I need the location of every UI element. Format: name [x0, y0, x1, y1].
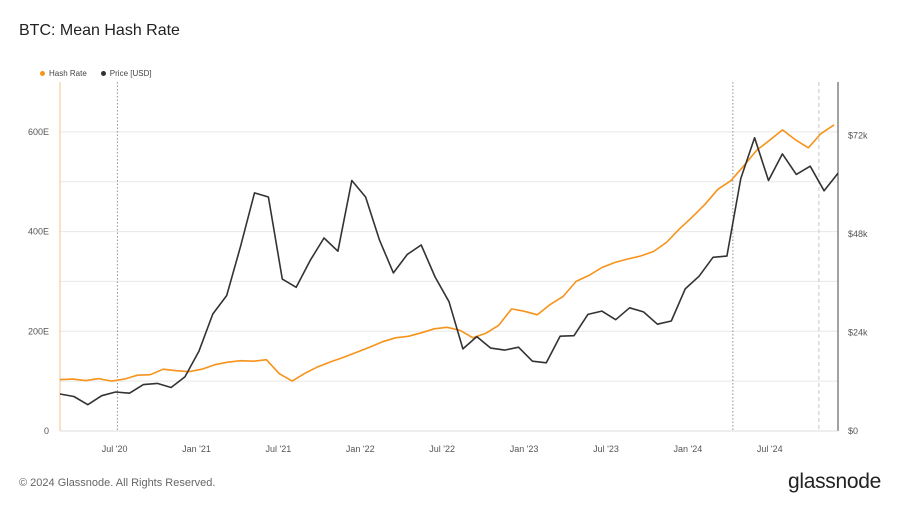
legend-item-hash-rate[interactable]: Hash Rate: [40, 69, 87, 78]
y-right-tick-label: $0: [848, 426, 858, 436]
x-tick-label: Jan '21: [182, 444, 211, 454]
legend-item-price[interactable]: Price [USD]: [100, 69, 152, 78]
x-tick-label: Jul '22: [429, 444, 455, 454]
chart-title: BTC: Mean Hash Rate: [19, 22, 180, 39]
x-tick-label: Jan '23: [510, 444, 539, 454]
x-tick-label: Jul '23: [593, 444, 619, 454]
y-right-tick-label: $48k: [848, 229, 868, 239]
y-left-tick-label: 0: [44, 426, 49, 436]
x-tick-label: Jul '24: [757, 444, 783, 454]
legend: Hash Rate Price [USD]: [40, 69, 152, 78]
glassnode-logo[interactable]: glassnode: [787, 470, 881, 493]
y-left-tick-label: 600E: [28, 127, 49, 137]
y-right-tick-label: $24k: [848, 327, 868, 337]
legend-price-marker: [100, 71, 106, 76]
x-tick-label: Jul '20: [102, 444, 128, 454]
x-tick-label: Jan '24: [673, 444, 702, 454]
legend-price-label: Price [USD]: [109, 69, 152, 78]
legend-hash-rate-marker: [40, 71, 45, 76]
x-tick-label: Jul '21: [266, 444, 292, 454]
legend-hash-rate-label: Hash Rate: [49, 69, 87, 78]
y-right-tick-label: $72k: [848, 130, 868, 140]
x-tick-label: Jan '22: [346, 444, 375, 454]
y-left-tick-label: 400E: [28, 227, 49, 237]
price-line: [59, 137, 839, 406]
hash-rate-line: [59, 124, 835, 382]
y-left-tick-label: 200E: [28, 326, 49, 336]
copyright-footer: © 2024 Glassnode. All Rights Reserved.: [19, 477, 216, 489]
